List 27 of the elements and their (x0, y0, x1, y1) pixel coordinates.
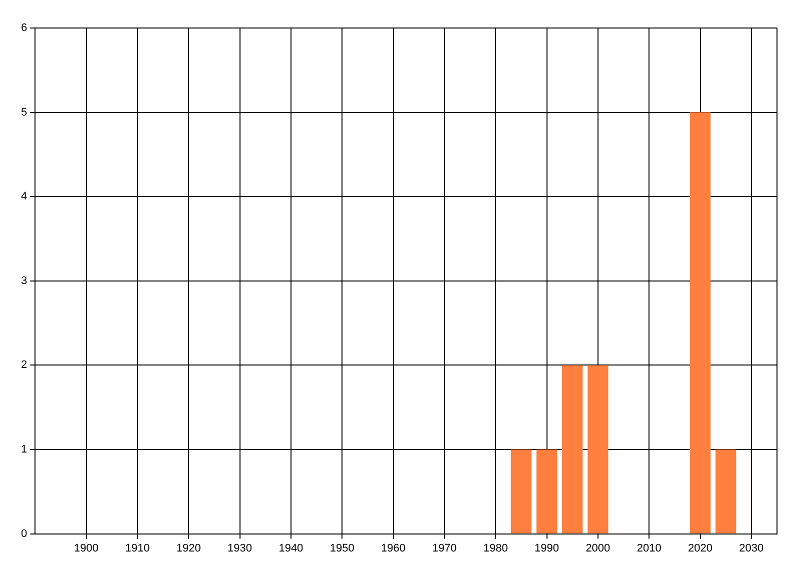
x-tick-label: 1960 (381, 542, 406, 554)
bar (562, 365, 583, 534)
x-tick-label: 2000 (586, 542, 610, 554)
y-tick-label: 3 (20, 274, 28, 287)
bar (536, 450, 558, 534)
y-tick-label: 5 (20, 106, 28, 118)
y-tick-label: 1 (20, 444, 28, 456)
bar (510, 450, 532, 534)
x-tick-label: 1930 (228, 542, 252, 554)
x-tick-label: 2030 (739, 542, 764, 554)
bar (716, 450, 736, 534)
x-tick-label: 1940 (278, 542, 304, 554)
y-tick-label: 6 (20, 22, 28, 34)
x-tick-label: 1920 (176, 542, 201, 554)
y-tick-label: 0 (20, 528, 28, 540)
x-tick-label: 1980 (483, 542, 508, 554)
x-tick-label: 1900 (74, 542, 99, 554)
y-tick-label: 4 (20, 190, 28, 203)
bar (690, 112, 711, 534)
x-tick-label: 1950 (330, 542, 354, 554)
y-tick-label: 2 (20, 359, 28, 372)
bar (588, 365, 608, 534)
x-tick-label: 2020 (688, 542, 712, 554)
x-tick-label: 1910 (125, 542, 150, 554)
x-tick-label: 2010 (636, 542, 662, 554)
x-tick-label: 1990 (534, 542, 560, 554)
x-tick-label: 1970 (432, 542, 457, 554)
